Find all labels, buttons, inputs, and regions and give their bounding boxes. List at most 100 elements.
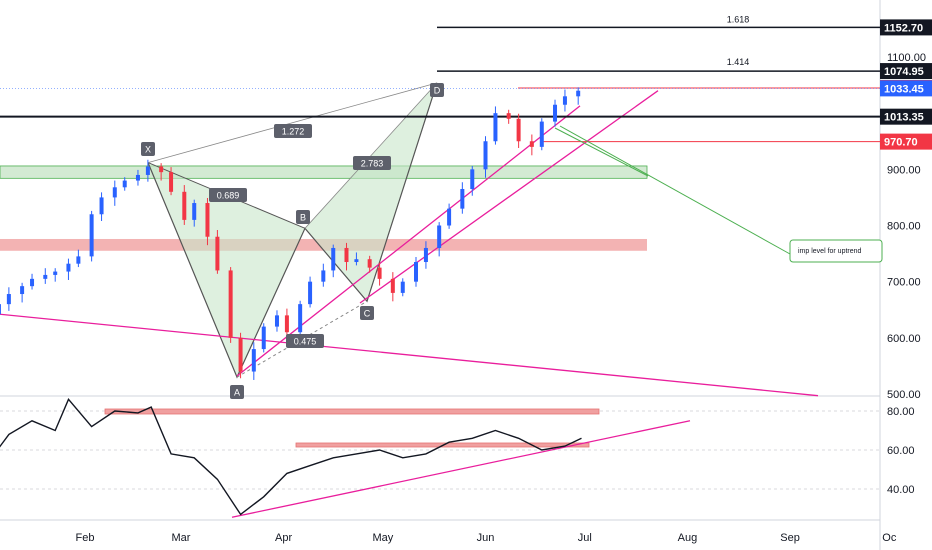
price-badge	[880, 80, 932, 97]
candle-body	[182, 191, 187, 220]
trendline-descending	[0, 313, 819, 397]
candle-body	[460, 188, 465, 209]
candle-body	[284, 315, 289, 333]
candle-body	[251, 349, 256, 372]
candle-body	[145, 166, 150, 175]
candle-body	[53, 271, 58, 275]
candle-body	[215, 236, 220, 271]
harmonic-ac	[236, 300, 368, 378]
candle-body	[390, 278, 395, 293]
candle-body	[400, 281, 405, 293]
time-tick: Mar	[172, 532, 191, 544]
price-badge-label: 1152.70	[884, 22, 923, 34]
candle-body	[516, 118, 521, 142]
candle-body	[321, 270, 326, 282]
ratio-badge	[353, 156, 391, 170]
candle-body	[529, 141, 534, 147]
candle-body	[99, 197, 104, 215]
candle-body	[308, 281, 313, 305]
time-tick: Oc	[882, 532, 897, 544]
callout-line-lower	[559, 125, 791, 255]
price-tick: 800.00	[887, 221, 921, 233]
candle-body	[298, 304, 303, 333]
osc-trendline	[231, 420, 691, 518]
harmonic-xd	[147, 82, 438, 163]
ratio-label: 1.272	[282, 127, 305, 137]
candle-body	[562, 96, 567, 105]
osc-tick: 40.00	[887, 484, 915, 496]
candle-body	[159, 166, 164, 173]
candle-body	[238, 337, 243, 372]
candle-body	[66, 263, 71, 272]
ratio-label: 2.783	[361, 159, 384, 169]
callout-line-upper	[554, 127, 649, 177]
price-badge-label: 1013.35	[884, 112, 924, 124]
candle-body	[192, 203, 197, 220]
candle-body	[76, 256, 81, 264]
price-tick: 700.00	[887, 277, 921, 289]
candle-body	[274, 315, 279, 327]
price-tick: 500.00	[887, 389, 921, 401]
price-badge	[880, 108, 932, 125]
candle-body	[377, 267, 382, 279]
candle-body	[470, 169, 475, 189]
price-badge	[880, 63, 932, 80]
price-badge	[880, 19, 932, 36]
candle-body	[169, 172, 174, 192]
price-badge-label: 1074.95	[884, 66, 924, 78]
time-tick: Feb	[76, 532, 95, 544]
time-tick: Sep	[780, 532, 800, 544]
pattern-point-label: B	[300, 213, 306, 223]
candle-body	[506, 113, 511, 119]
annotation-text: imp level for uptrend	[798, 248, 862, 255]
candle-body	[43, 274, 48, 279]
candle-body	[228, 270, 233, 338]
fib-label-1414: 1.414	[727, 57, 750, 67]
price-tick: 900.00	[887, 164, 921, 176]
trendline-ascending-1	[236, 105, 581, 377]
ratio-badge	[209, 188, 247, 202]
candle-body	[437, 225, 442, 248]
price-badge	[880, 133, 932, 150]
price-badge-label: 970.70	[884, 137, 918, 149]
pattern-point-label: X	[145, 145, 151, 155]
pattern-point-badge	[141, 142, 155, 156]
time-tick: Aug	[678, 532, 698, 544]
time-tick: May	[373, 532, 394, 544]
pattern-point-badge	[230, 385, 244, 399]
candle-body	[112, 187, 117, 198]
price-tick: 600.00	[887, 333, 921, 345]
osc-resistance-zone	[104, 408, 600, 415]
harmonic-bd	[304, 82, 438, 229]
oscillator-line	[0, 397, 582, 516]
candle-body	[423, 247, 428, 263]
candle-body	[135, 174, 140, 181]
ratio-label: 0.475	[294, 337, 317, 347]
ratio-label: 0.689	[217, 191, 240, 201]
candle-body	[89, 214, 94, 257]
candle-body	[354, 259, 359, 263]
price-tick: 1100.00	[887, 52, 926, 64]
ratio-badge	[286, 334, 324, 348]
annotation-box	[789, 239, 883, 263]
candle-body	[483, 141, 488, 170]
harmonic-fill-bcd	[305, 82, 437, 302]
fib-label-1618: 1.618	[727, 14, 750, 24]
osc-tick: 60.00	[887, 445, 915, 457]
harmonic-fill-xab	[148, 162, 305, 378]
pattern-point-badge	[430, 83, 444, 97]
candle-body	[414, 262, 418, 282]
price-badge-label: 1033.45	[884, 83, 924, 95]
ratio-badge	[274, 124, 312, 138]
trendline-ascending-2	[359, 90, 659, 304]
pattern-point-badge	[360, 306, 374, 320]
candle-body	[553, 104, 558, 122]
candle-body	[30, 278, 35, 287]
candle-body	[493, 113, 498, 142]
pattern-point-label: D	[434, 86, 441, 96]
candle-body	[447, 208, 452, 226]
time-tick: Apr	[275, 532, 292, 544]
candle-body	[331, 247, 336, 271]
